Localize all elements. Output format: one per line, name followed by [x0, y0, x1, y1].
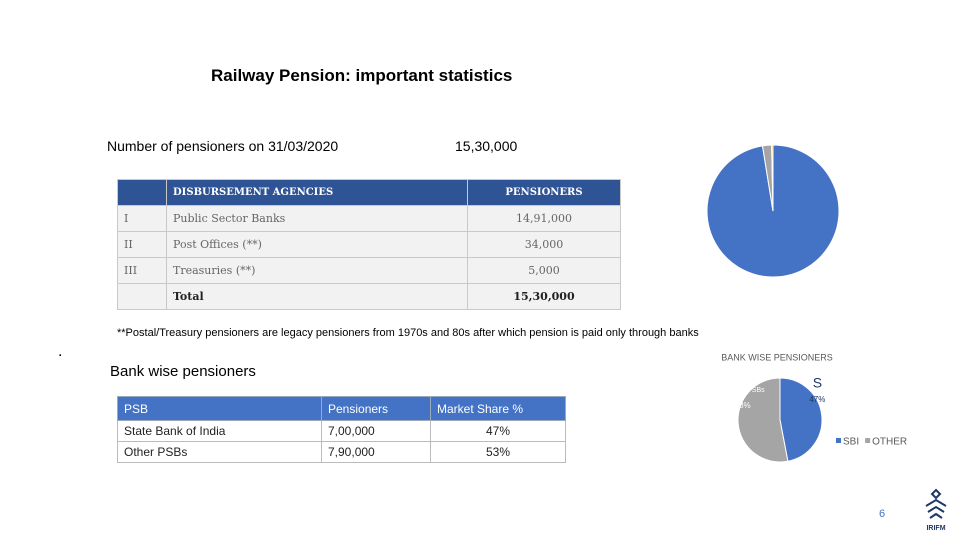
cell: 34,000: [467, 231, 621, 258]
cell: 14,91,000: [467, 205, 621, 232]
section-heading: Bank wise pensioners: [110, 363, 256, 380]
logo: IRIFM: [925, 488, 947, 532]
legend-label: SBI: [843, 437, 859, 448]
data-label: 53%: [735, 401, 751, 410]
legend-label: OTHER: [872, 437, 907, 448]
logo-icon: [925, 488, 947, 519]
bank-table: PSB Pensioners Market Share % State Bank o…: [117, 396, 566, 463]
cell: 15,30,000: [467, 283, 621, 310]
legend-swatch: [865, 438, 871, 443]
cell: Other PSBs: [117, 441, 322, 463]
cell: 5,000: [467, 257, 621, 284]
cell: I: [117, 205, 167, 232]
wedge-label: S: [813, 375, 822, 391]
pie-wedge: [779, 377, 823, 462]
logo-text: IRIFM: [926, 525, 945, 532]
header-cell: PENSIONERS: [467, 179, 621, 206]
cell: [117, 283, 167, 310]
page-number: 6: [879, 508, 885, 520]
legend-swatch: [836, 438, 841, 443]
bullet: .: [58, 343, 63, 360]
cell: Total: [166, 283, 468, 310]
data-label: 47%: [809, 395, 825, 404]
header-cell: Market Share %: [430, 396, 566, 421]
pie-wedge: [771, 144, 774, 212]
stat-label: Number of pensioners on 31/03/2020: [107, 138, 339, 154]
cell: 7,00,000: [321, 420, 431, 442]
slide-title: Railway Pension: important statistics: [211, 66, 513, 85]
stat-value: 15,30,000: [455, 138, 518, 154]
footnote: **Postal/Treasury pensioners are legacy …: [117, 327, 699, 339]
header-cell: PSB: [117, 396, 322, 421]
pie-wedge: [737, 377, 789, 463]
cell: II: [117, 231, 167, 258]
wedge-label: OTHER PSBs: [721, 387, 765, 394]
agency-table: DISBURSEMENT AGENCIES PENSIONERS I Public …: [117, 179, 621, 310]
cell: III: [117, 257, 167, 284]
cell: 53%: [430, 441, 566, 463]
cell: 7,90,000: [321, 441, 431, 463]
header-cell: DISBURSEMENT AGENCIES: [166, 179, 468, 206]
chart-title: BANK WISE PENSIONERS: [721, 352, 833, 362]
cell: State Bank of India: [117, 420, 322, 442]
